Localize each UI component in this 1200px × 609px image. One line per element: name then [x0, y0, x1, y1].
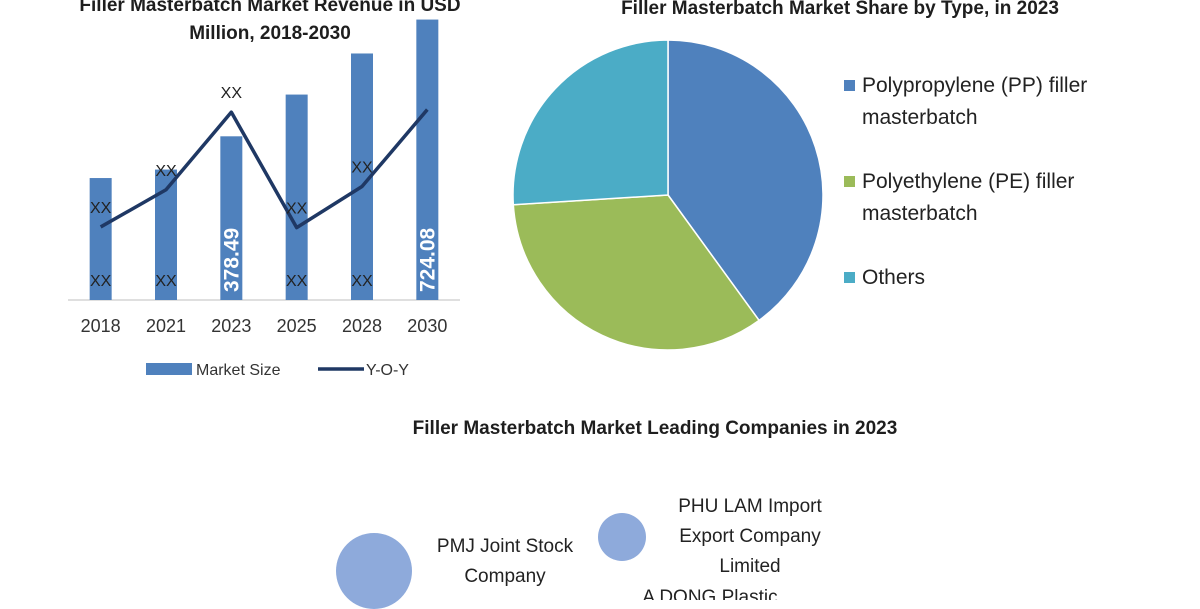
bar-data-label: 724.08 [416, 227, 439, 292]
legend-swatch [844, 80, 855, 91]
bar-data-label: XX [286, 273, 308, 290]
legend-label: Others [862, 266, 926, 289]
bar-data-label: XX [90, 273, 112, 290]
legend-swatch [844, 176, 855, 187]
x-tick-label: 2028 [342, 316, 382, 336]
line-data-label: XX [90, 200, 112, 217]
companies-title: Filler Masterbatch Market Leading Compan… [412, 418, 898, 439]
revenue-bar-line-chart: XX XX 378.49 XX XX 724.08 XX XX XX XX XX 2018 2021 20… [68, 19, 460, 379]
bar-data-label: 378.49 [220, 228, 243, 292]
pie-slice-0 [667, 39, 824, 322]
pie-legend-item: Polyethylene (PE) filler masterbatch [844, 166, 1102, 230]
legend-swatch [844, 272, 855, 283]
bar-2030 [416, 19, 439, 301]
bar-2028 [351, 53, 373, 301]
legend-label: Polyethylene (PE) filler masterbatch [862, 170, 1075, 225]
legend-label: Polypropylene (PP) filler masterbatch [862, 74, 1088, 129]
x-tick-label: 2023 [211, 316, 251, 336]
bar-data-label: XX [351, 273, 373, 290]
x-tick-label: 2030 [407, 316, 447, 336]
company-bubble-large [336, 533, 412, 609]
bar-2018 [89, 178, 112, 300]
x-tick-label: 2021 [146, 316, 186, 336]
company-label-pmj: PMJ Joint Stock Company [436, 536, 574, 587]
bar-2021 [155, 169, 177, 300]
pie-slice-2 [512, 39, 669, 206]
bar-data-label: XX [155, 273, 177, 290]
yoy-line [99, 108, 429, 230]
line-data-label: XX [286, 201, 308, 218]
line-data-label: XX [351, 160, 373, 177]
line-data-label: XX [155, 163, 177, 180]
pie-slice-1 [512, 194, 761, 351]
x-tick-label: 2018 [81, 316, 121, 336]
company-bubble-small [598, 513, 646, 561]
bar-2023 [220, 136, 243, 300]
bar-chart-title: Filler Masterbatch Market Revenue in USD… [79, 0, 461, 44]
bar-2025 [285, 94, 308, 300]
legend-market-size-swatch [146, 363, 192, 375]
line-data-label: XX [221, 85, 243, 102]
pie-legend-item: Others [844, 262, 1102, 294]
x-tick-label: 2025 [277, 316, 317, 336]
company-label-phu-lam: PHU LAM Import Export Company Limited [678, 496, 822, 577]
company-label-a-dong: A DONG Plastic [642, 587, 778, 600]
pie-legend-item: Polypropylene (PP) filler masterbatch [844, 70, 1102, 134]
legend-yoy-label: Y-O-Y [366, 362, 409, 379]
market-share-pie-chart [512, 39, 824, 351]
legend-market-size-label: Market Size [196, 362, 281, 379]
pie-chart-title: Filler Masterbatch Market Share by Type,… [621, 0, 1059, 19]
